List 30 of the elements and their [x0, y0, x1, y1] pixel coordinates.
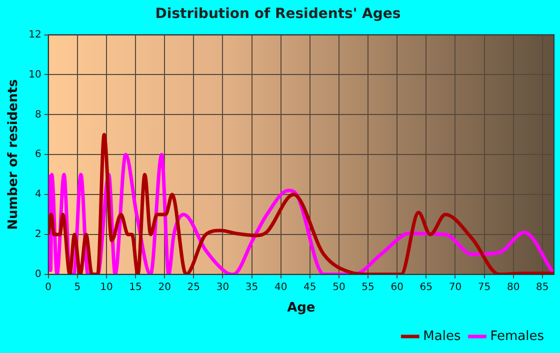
- x-tick-label: 55: [362, 282, 374, 293]
- x-tick-label: 35: [245, 282, 258, 293]
- x-tick-label: 75: [478, 282, 491, 293]
- y-tick-label: 0: [34, 268, 42, 280]
- y-axis-title: Number of residents: [6, 79, 22, 230]
- y-tick-label: 2: [34, 229, 42, 240]
- x-tick-label: 50: [332, 282, 346, 293]
- x-tick-label: 15: [129, 282, 142, 293]
- x-tick-label: 85: [536, 282, 549, 293]
- x-tick-label: 20: [158, 282, 171, 293]
- y-tick-label: 12: [28, 29, 42, 40]
- y-tick-label: 6: [34, 149, 42, 160]
- legend-label: Females: [490, 328, 544, 344]
- x-tick-label: 10: [100, 282, 113, 293]
- x-tick-label: 30: [216, 282, 230, 293]
- y-tick-label: 10: [28, 69, 42, 80]
- x-tick-label: 80: [506, 282, 520, 293]
- x-tick-label: 70: [448, 282, 462, 293]
- x-tick-label: 65: [420, 282, 432, 293]
- x-tick-label: 60: [390, 282, 404, 293]
- x-tick-label: 45: [304, 282, 316, 293]
- x-axis-title: Age: [287, 300, 316, 316]
- chart-title: Distribution of Residents' Ages: [155, 6, 401, 22]
- x-tick-label: 25: [187, 282, 200, 293]
- y-tick-label: 8: [34, 109, 42, 120]
- x-tick-label: 0: [45, 282, 52, 293]
- legend-label: Males: [423, 328, 461, 344]
- y-tick-label: 4: [34, 189, 42, 200]
- x-tick-label: 40: [274, 282, 288, 293]
- x-tick-label: 5: [74, 282, 81, 293]
